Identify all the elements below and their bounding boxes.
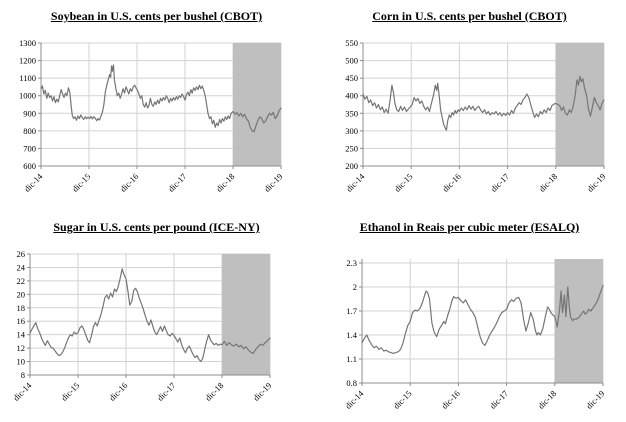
x-tick-label: dic-19 [251, 380, 273, 402]
x-tick-label: dic-16 [439, 388, 461, 410]
y-tick-label: 250 [345, 143, 358, 153]
x-tick-label: dic-17 [155, 380, 177, 402]
corn-chart-title: Corn in U.S. cents per bushel (CBOT) [372, 9, 567, 23]
y-tick-label: 26 [17, 249, 26, 259]
y-tick-label: 500 [345, 56, 358, 66]
x-tick-label: dic-15 [391, 388, 413, 410]
y-tick-label: 1.7 [346, 306, 357, 316]
x-tick-label: dic-16 [107, 380, 129, 402]
y-tick-label: 200 [345, 161, 358, 171]
x-tick-label: dic-18 [536, 388, 558, 410]
price-line [29, 268, 271, 363]
y-tick-label: 550 [345, 38, 358, 48]
price-line [362, 75, 605, 131]
y-tick-label: 800 [23, 126, 36, 136]
y-tick-label: 1000 [19, 91, 36, 101]
soybean-chart-title: Soybean in U.S. cents per bushel (CBOT) [50, 9, 263, 23]
forecast-region [555, 43, 604, 166]
y-tick-label: 350 [345, 108, 358, 118]
x-tick-label: dic-17 [488, 388, 510, 410]
corn-chart: Corn in U.S. cents per bushel (CBOT) 200… [313, 0, 626, 211]
x-tick-label: dic-14 [343, 388, 366, 411]
y-tick-label: 450 [345, 73, 358, 83]
y-tick-label: 24 [17, 262, 26, 272]
x-tick-label: dic-14 [22, 171, 45, 194]
y-tick-label: 2.3 [346, 258, 357, 268]
x-tick-label: dic-18 [537, 171, 559, 193]
x-tick-label: dic-18 [214, 171, 236, 193]
x-tick-label: dic-17 [489, 171, 511, 193]
y-tick-label: 10 [17, 357, 26, 367]
x-tick-label: dic-19 [584, 388, 606, 410]
y-tick-label: 1200 [19, 56, 36, 66]
x-tick-label: dic-18 [203, 380, 225, 402]
forecast-region [554, 259, 603, 383]
y-tick-label: 0.8 [346, 378, 357, 388]
forecast-region [233, 43, 281, 166]
y-tick-label: 1.4 [346, 330, 357, 340]
price-line [40, 64, 282, 133]
sugar-chart-title: Sugar in U.S. cents per pound (ICE-NY) [53, 220, 260, 234]
y-tick-label: 600 [23, 161, 36, 171]
y-tick-label: 14 [17, 330, 26, 340]
y-tick-label: 400 [345, 91, 358, 101]
y-tick-label: 900 [23, 108, 36, 118]
corn-plot: 200 250 300 350 400 450 500 550 dic-14 dic-15 dic-… [344, 38, 607, 194]
x-tick-label: dic-15 [59, 380, 81, 402]
ethanol-chart-title: Ethanol in Reais per cubic meter (ESALQ) [359, 220, 580, 234]
x-tick-label: dic-19 [262, 171, 284, 193]
ethanol-plot: 0.8 1.1 1.4 1.7 2 2.3 dic-14 dic-15 dic-16 dic-17… [343, 258, 606, 411]
y-tick-label: 1300 [19, 38, 36, 48]
soybean-plot: 600 700 800 900 1000 1100 1200 1300 dic-14 dic-15… [19, 38, 284, 194]
y-tick-label: 20 [17, 289, 26, 299]
sugar-chart: Sugar in U.S. cents per pound (ICE-NY) 8… [0, 211, 313, 422]
y-tick-label: 1.1 [346, 354, 357, 364]
x-tick-label: dic-15 [70, 171, 92, 193]
x-tick-label: dic-14 [11, 380, 34, 403]
y-tick-label: 12 [17, 343, 26, 353]
y-tick-label: 700 [23, 143, 36, 153]
x-tick-label: dic-16 [118, 171, 140, 193]
y-tick-label: 18 [17, 303, 26, 313]
y-tick-label: 300 [345, 126, 358, 136]
x-tick-label: dic-14 [344, 171, 367, 194]
x-tick-label: dic-19 [585, 171, 607, 193]
y-tick-label: 1100 [19, 73, 36, 83]
price-line [361, 284, 604, 354]
x-tick-label: dic-15 [392, 171, 414, 193]
ethanol-chart: Ethanol in Reais per cubic meter (ESALQ)… [313, 211, 626, 422]
y-tick-label: 8 [21, 370, 25, 380]
x-tick-label: dic-16 [440, 171, 462, 193]
y-tick-label: 16 [17, 316, 26, 326]
soybean-chart: Soybean in U.S. cents per bushel (CBOT) … [0, 0, 313, 211]
forecast-region [222, 254, 270, 375]
x-tick-label: dic-17 [166, 171, 188, 193]
y-tick-label: 2 [353, 282, 357, 292]
y-tick-label: 22 [17, 276, 26, 286]
sugar-plot: 8 10 12 14 16 18 20 22 24 26 dic-14 dic-15 dic-16 dic… [11, 249, 273, 403]
